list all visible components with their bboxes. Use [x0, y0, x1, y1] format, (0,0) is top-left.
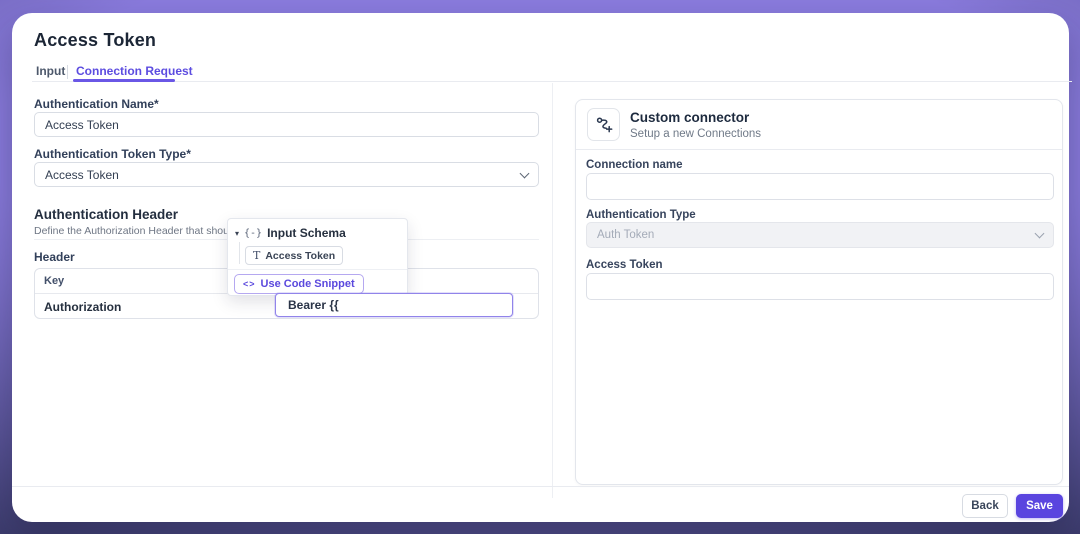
header-field-label: Header	[34, 250, 75, 264]
custom-connector-icon	[587, 108, 620, 141]
popup-divider	[228, 269, 407, 270]
code-icon: <>	[243, 279, 256, 289]
auth-token-type-select[interactable]: Access Token	[34, 162, 539, 187]
use-code-snippet-button[interactable]: <> Use Code Snippet	[234, 274, 364, 294]
auth-token-type-label: Authentication Token Type*	[34, 147, 191, 161]
auth-name-input[interactable]: Access Token	[34, 112, 539, 137]
access-token-label: Access Token	[586, 259, 663, 271]
auth-token-type-value: Access Token	[45, 167, 119, 182]
tab-input[interactable]: Input	[36, 64, 66, 78]
tree-indent-line	[239, 242, 240, 264]
table-cell-key: Authorization	[44, 299, 122, 314]
footer-divider	[12, 486, 1069, 487]
chevron-down-icon	[1034, 228, 1045, 239]
schema-item-label: Access Token	[265, 249, 336, 262]
active-tab-underline	[73, 79, 175, 82]
tabs-divider	[32, 81, 1072, 82]
access-token-modal: Access Token Input Connection Request Au…	[12, 13, 1072, 522]
text-type-icon: T	[253, 249, 261, 262]
auth-type-value: Auth Token	[597, 229, 655, 241]
input-schema-title: Input Schema	[267, 226, 346, 240]
connection-name-label: Connection name	[586, 159, 683, 171]
connector-subtitle: Setup a new Connections	[630, 127, 762, 140]
auth-name-label: Authentication Name*	[34, 97, 159, 111]
schema-item-access-token[interactable]: T Access Token	[245, 246, 344, 265]
table-row[interactable]: Authorization	[35, 294, 538, 319]
auth-type-label: Authentication Type	[586, 209, 696, 221]
input-schema-popup: ▾ {-} Input Schema T Access Token <> Use…	[227, 218, 408, 296]
use-code-snippet-label: Use Code Snippet	[260, 278, 355, 290]
access-token-input[interactable]	[586, 273, 1054, 300]
custom-connector-card: Custom connector Setup a new Connections…	[575, 99, 1063, 485]
auth-type-select: Auth Token	[586, 222, 1054, 248]
input-schema-node[interactable]: ▾ {-} Input Schema	[235, 226, 346, 240]
caret-down-icon: ▾	[235, 228, 240, 238]
chevron-down-icon	[519, 168, 530, 178]
save-button[interactable]: Save	[1016, 494, 1063, 518]
header-value-input[interactable]: Bearer {{	[275, 293, 513, 317]
connector-card-header: Custom connector Setup a new Connections	[576, 100, 1062, 150]
tab-separator	[67, 65, 68, 79]
tab-connection-request[interactable]: Connection Request	[76, 64, 193, 78]
back-button[interactable]: Back	[962, 494, 1008, 518]
auth-header-heading: Authentication Header	[34, 207, 179, 222]
connector-title: Custom connector	[630, 109, 750, 125]
panel-divider	[552, 83, 553, 498]
auth-header-description: Define the Authorization Header that sho…	[34, 225, 283, 237]
braces-icon: {-}	[244, 227, 263, 239]
page-title: Access Token	[34, 30, 157, 50]
connection-name-input[interactable]	[586, 173, 1054, 200]
